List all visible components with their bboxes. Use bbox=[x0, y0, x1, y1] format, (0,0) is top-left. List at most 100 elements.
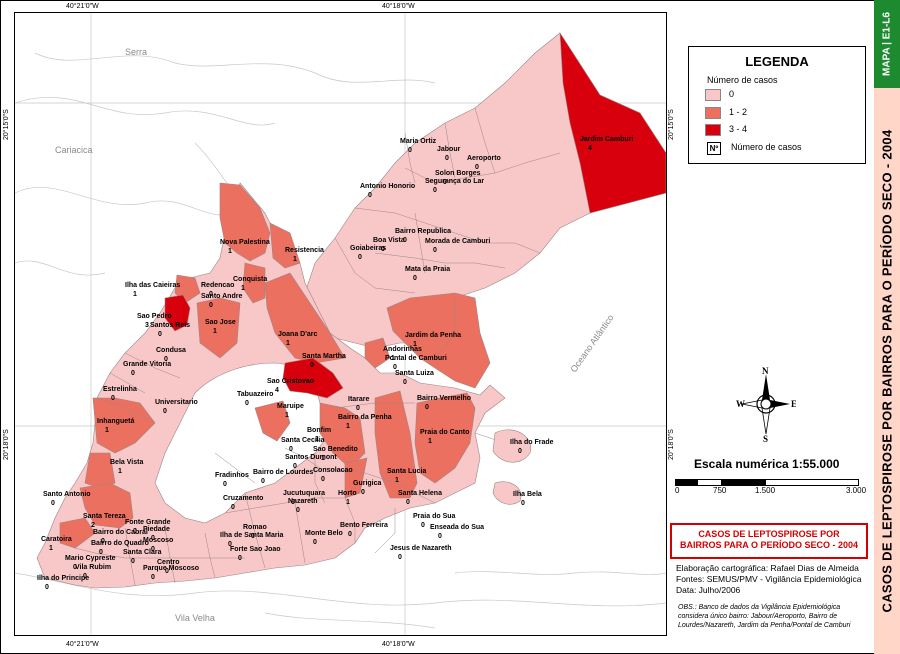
case-count: 0 bbox=[413, 275, 417, 282]
map-title-line2: BAIRROS PARA O PERÍODO SECO - 2004 bbox=[679, 540, 859, 550]
case-count: 0 bbox=[289, 446, 293, 453]
case-count: 1 bbox=[346, 423, 350, 430]
case-count: 1 bbox=[133, 291, 137, 298]
neighborhood-label: Ilha do Frade bbox=[510, 439, 554, 446]
neighborhood-label: Jesus de Nazareth bbox=[390, 545, 451, 552]
case-count: 1 bbox=[285, 412, 289, 419]
map-title-line1: CASOS DE LEPTOSPIROSE POR bbox=[698, 529, 840, 539]
case-count: 0 bbox=[45, 584, 49, 591]
coord-right-top: 20°15'0"S bbox=[668, 109, 675, 140]
case-count: 1 bbox=[315, 436, 319, 443]
scale-label: Escala numérica 1:55.000 bbox=[694, 457, 840, 471]
neighborhood-label: Solon Borges bbox=[435, 170, 481, 177]
case-count: 0 bbox=[348, 531, 352, 538]
legend-label-2: 3 - 4 bbox=[729, 124, 748, 134]
neighborhood-label: Santa Tereza bbox=[83, 513, 126, 520]
case-count: 0 bbox=[293, 463, 297, 470]
neighborhood-label: Andorinhas bbox=[383, 346, 422, 353]
neighborhood-label: Goiabeiras bbox=[350, 245, 386, 252]
legend-item-0: 0 bbox=[705, 89, 855, 101]
scale-tick-1500: 1.500 bbox=[755, 486, 776, 495]
ocean-label: Oceano Atlântico bbox=[568, 313, 615, 374]
coord-top-left: 40°21'0"W bbox=[66, 3, 99, 10]
case-count: 1 bbox=[428, 438, 432, 445]
credits-sources: Fontes: SEMUS/PMV - Vigilância Epidemiol… bbox=[676, 574, 862, 584]
neighborhood-label: Condusa bbox=[156, 347, 186, 354]
legend-swatch-1 bbox=[705, 107, 721, 119]
neighborhood-label: Santo Antonio bbox=[43, 491, 91, 498]
map-code: MAPA | E1-L6 bbox=[881, 12, 893, 76]
neighborhood-label: Redencao bbox=[201, 282, 234, 289]
case-count: 1 bbox=[241, 285, 245, 292]
neighborhood-label: Itarare bbox=[348, 396, 370, 403]
neighborhood-label: Ilha Bela bbox=[513, 491, 542, 498]
coord-top-right: 40°18'0"W bbox=[382, 3, 415, 10]
case-count: 0 bbox=[433, 187, 437, 194]
case-count: 0 bbox=[445, 155, 449, 162]
case-count: 1 bbox=[286, 340, 290, 347]
neighborhood-label: Universitario bbox=[155, 399, 198, 406]
legend-count-symbol: Nº bbox=[707, 142, 721, 155]
neighborhood-label: Consolacao bbox=[313, 467, 353, 474]
neighborhood-label: Bairro Republica bbox=[395, 228, 451, 235]
side-title-panel: CASOS DE LEPTOSPIROSE POR BAIRROS PARA O… bbox=[874, 88, 900, 654]
compass-e: E bbox=[791, 399, 796, 409]
neighborhood-label: Santa Cecilia bbox=[281, 437, 325, 444]
credits-date: Data: Julho/2006 bbox=[676, 585, 741, 595]
neighborhood-label: Antonio Honorio bbox=[360, 183, 415, 190]
case-count: 0 bbox=[310, 362, 314, 369]
case-count: 0 bbox=[209, 302, 213, 309]
map-code-tab: MAPA | E1-L6 bbox=[874, 0, 900, 88]
neighborhood-label: Fonte Grande bbox=[125, 519, 171, 526]
city-cariacica: Cariacica bbox=[55, 145, 93, 155]
case-count: 0 bbox=[403, 379, 407, 386]
case-count: 0 bbox=[251, 533, 255, 540]
neighborhood-label: Centro bbox=[157, 559, 180, 566]
case-count: 1 bbox=[413, 341, 417, 348]
neighborhood-label: Romao bbox=[243, 524, 267, 531]
neighborhood-label: Sao Benedito bbox=[313, 446, 358, 453]
legend: LEGENDA Número de casos 0 1 - 2 3 - 4 Nº… bbox=[688, 46, 866, 164]
case-count: 0 bbox=[133, 528, 137, 535]
neighborhood-label: Praia do Canto bbox=[420, 429, 469, 436]
case-count: 1 bbox=[346, 499, 350, 506]
neighborhood-label: Joana D'arc bbox=[278, 331, 318, 338]
neighborhood-label: Tabuazeiro bbox=[237, 391, 273, 398]
neighborhood-label: Bairro Vermelho bbox=[417, 395, 471, 402]
case-count: 0 bbox=[151, 535, 155, 542]
legend-swatch-0 bbox=[705, 89, 721, 101]
legend-subtitle: Número de casos bbox=[707, 75, 778, 85]
case-count: 0 bbox=[99, 549, 103, 556]
coord-right-bottom: 20°18'0"S bbox=[668, 429, 675, 460]
side-title: CASOS DE LEPTOSPIROSE POR BAIRROS PARA O… bbox=[879, 129, 895, 613]
case-count: 0 bbox=[291, 499, 295, 506]
neighborhood-label: Ilha de Santa Maria bbox=[220, 532, 284, 539]
neighborhood-label: Conquista bbox=[233, 276, 267, 283]
case-count: 0 bbox=[228, 541, 232, 548]
neighborhood-label: Fradinhos bbox=[215, 472, 249, 479]
legend-item-1: 1 - 2 bbox=[705, 107, 855, 119]
neighborhood-label: Piedade bbox=[143, 526, 170, 533]
legend-item-2: 3 - 4 bbox=[705, 124, 855, 136]
neighborhood-label: Santos Dumont bbox=[285, 454, 337, 461]
neighborhood-label: Santa Lucia bbox=[387, 468, 426, 475]
case-count: 0 bbox=[518, 448, 522, 455]
case-count: 0 bbox=[101, 538, 105, 545]
case-count: 1 bbox=[395, 477, 399, 484]
neighborhood-label: Santos Reis bbox=[150, 322, 190, 329]
case-count: 0 bbox=[151, 574, 155, 581]
neighborhood-label: Praia do Sua bbox=[413, 513, 456, 520]
neighborhood-label: Mario Cypreste bbox=[65, 555, 116, 562]
case-count: 0 bbox=[165, 568, 169, 575]
legend-label-0: 0 bbox=[729, 89, 735, 99]
neighborhood-label: Maruipe bbox=[277, 403, 304, 410]
map-canvas[interactable]: Serra Cariacica Vila Velha Oceano Atlânt… bbox=[14, 12, 667, 636]
neighborhood-label: Bairro do Cabral bbox=[93, 529, 148, 536]
case-count: 0 bbox=[238, 555, 242, 562]
neighborhood-label: Bairro da Penha bbox=[338, 414, 392, 421]
neighborhood-label: Jardim Camburi bbox=[580, 136, 633, 143]
case-count: 0 bbox=[406, 499, 410, 506]
case-count: 0 bbox=[398, 554, 402, 561]
credits-author: Elaboração cartográfica: Rafael Dias de … bbox=[676, 563, 859, 573]
neighborhood-label: Cruzamento bbox=[223, 495, 263, 502]
